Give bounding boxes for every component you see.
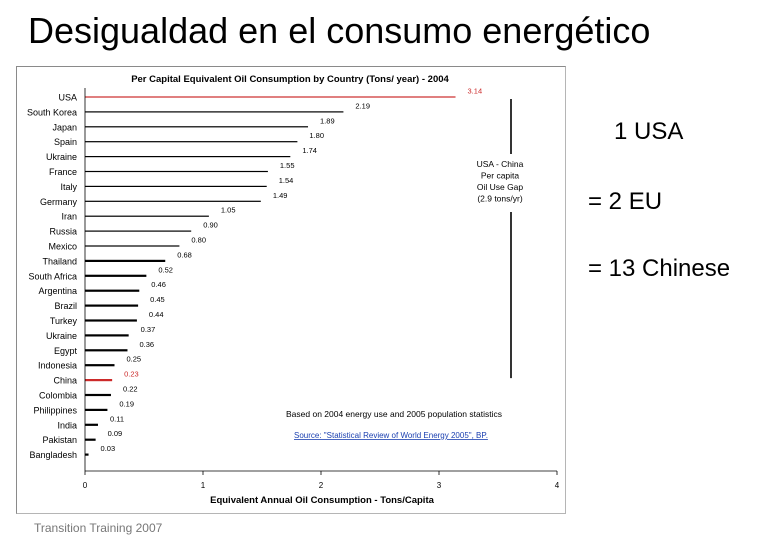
category-label-china-19: China bbox=[53, 376, 77, 386]
category-label-india-22: India bbox=[57, 420, 77, 430]
basis-note: Based on 2004 energy use and 2005 popula… bbox=[286, 409, 502, 419]
bar-thailand-11 bbox=[85, 259, 166, 262]
category-label-spain-3: Spain bbox=[54, 137, 77, 147]
category-label-japan-2: Japan bbox=[52, 122, 77, 132]
gap-label-line-4: (2.9 tons/yr) bbox=[477, 194, 523, 204]
x-axis-title: Equivalent Annual Oil Consumption - Tons… bbox=[210, 495, 434, 506]
value-label-italy-6: 1.54 bbox=[279, 176, 294, 185]
category-label-italy-6: Italy bbox=[60, 182, 77, 192]
value-label-colombia-20: 0.22 bbox=[123, 385, 138, 394]
category-label-ukraine-4: Ukraine bbox=[46, 152, 77, 162]
category-label-pakistan-23: Pakistan bbox=[42, 435, 77, 445]
category-label-russia-9: Russia bbox=[49, 227, 77, 237]
value-label-ukraine-4: 1.74 bbox=[302, 146, 317, 155]
bar-south-korea-1 bbox=[85, 111, 344, 113]
bar-ukraine-4 bbox=[85, 156, 291, 158]
x-tick-label-1: 1 bbox=[201, 481, 206, 490]
category-label-argentina-13: Argentina bbox=[38, 286, 77, 296]
category-label-egypt-17: Egypt bbox=[54, 346, 78, 356]
category-label-philippines-21: Philippines bbox=[33, 405, 77, 415]
side-note-usa: 1 USA bbox=[614, 118, 684, 145]
value-label-indonesia-18: 0.25 bbox=[127, 355, 142, 364]
x-tick-label-3: 3 bbox=[437, 481, 442, 490]
value-label-france-5: 1.55 bbox=[280, 161, 295, 170]
bar-mexico-10 bbox=[85, 245, 180, 247]
category-label-south-africa-12: South Africa bbox=[28, 271, 77, 281]
chart-title: Per Capital Equivalent Oil Consumption b… bbox=[131, 74, 449, 85]
bar-egypt-17 bbox=[85, 349, 128, 352]
value-label-russia-9: 0.90 bbox=[203, 221, 218, 230]
bar-germany-7 bbox=[85, 200, 261, 202]
footer-text: Transition Training 2007 bbox=[34, 521, 163, 535]
value-label-spain-3: 1.80 bbox=[309, 131, 324, 140]
value-label-india-22: 0.11 bbox=[110, 414, 124, 423]
bar-china-19 bbox=[85, 379, 113, 382]
x-axis: 0 1 2 3 4 bbox=[83, 88, 560, 490]
bar-bangladesh-24 bbox=[85, 453, 89, 456]
bar-france-5 bbox=[85, 170, 268, 173]
value-label-iran-8: 1.05 bbox=[221, 206, 236, 215]
category-label-france-5: France bbox=[49, 167, 77, 177]
category-label-germany-7: Germany bbox=[40, 197, 78, 207]
category-label-iran-8: Iran bbox=[61, 212, 77, 222]
value-label-mexico-10: 0.80 bbox=[191, 236, 206, 245]
category-label-ukraine-16: Ukraine bbox=[46, 331, 77, 341]
oil-consumption-bar-chart: Per Capital Equivalent Oil Consumption b… bbox=[27, 74, 560, 506]
bar-ukraine-16 bbox=[85, 334, 129, 337]
bar-japan-2 bbox=[85, 126, 309, 128]
bar-india-22 bbox=[85, 423, 98, 426]
gap-label-line-2: Per capita bbox=[481, 171, 520, 181]
bar-spain-3 bbox=[85, 141, 298, 143]
chart-frame bbox=[16, 66, 566, 514]
category-label-mexico-10: Mexico bbox=[48, 242, 77, 252]
value-label-thailand-11: 0.68 bbox=[177, 250, 192, 259]
bar-italy-6 bbox=[85, 185, 267, 187]
value-label-argentina-13: 0.46 bbox=[151, 280, 166, 289]
category-label-bangladesh-24: Bangladesh bbox=[29, 450, 77, 460]
bar-indonesia-18 bbox=[85, 364, 115, 367]
category-label-brazil-14: Brazil bbox=[54, 301, 77, 311]
category-label-south-korea-1: South Korea bbox=[27, 107, 77, 117]
source-note: Source: "Statistical Review of World Ene… bbox=[294, 431, 488, 440]
x-tick-label-2: 2 bbox=[319, 481, 324, 490]
bar-turkey-15 bbox=[85, 319, 137, 322]
bar-brazil-14 bbox=[85, 304, 139, 307]
bar-argentina-13 bbox=[85, 289, 140, 292]
value-label-brazil-14: 0.45 bbox=[150, 295, 165, 304]
bar-russia-9 bbox=[85, 230, 192, 232]
value-label-philippines-21: 0.19 bbox=[119, 399, 134, 408]
x-tick-label-0: 0 bbox=[83, 481, 88, 490]
category-label-colombia-20: Colombia bbox=[39, 391, 77, 401]
category-label-usa-0: USA bbox=[58, 93, 77, 103]
value-label-south-korea-1: 2.19 bbox=[355, 101, 370, 110]
bar-pakistan-23 bbox=[85, 438, 96, 441]
side-note-chinese: = 13 Chinese bbox=[588, 255, 731, 282]
value-label-germany-7: 1.49 bbox=[273, 191, 288, 200]
category-label-thailand-11: Thailand bbox=[42, 256, 77, 266]
bar-philippines-21 bbox=[85, 408, 108, 411]
value-label-south-africa-12: 0.52 bbox=[158, 265, 173, 274]
bars-layer: USA 3.14 South Korea 2.19 Japan 1.89 Spain 1.80… bbox=[27, 87, 482, 461]
gap-label-line-1: USA - China bbox=[477, 159, 524, 169]
value-label-japan-2: 1.89 bbox=[320, 116, 335, 125]
bar-colombia-20 bbox=[85, 393, 111, 397]
value-label-china-19: 0.23 bbox=[124, 370, 139, 379]
bar-usa-0 bbox=[85, 96, 456, 98]
slide-title: Desigualdad en el consumo energético bbox=[28, 10, 651, 51]
side-note-eu: = 2 EU bbox=[588, 188, 663, 215]
gap-label-line-3: Oil Use Gap bbox=[477, 182, 524, 192]
x-tick-label-4: 4 bbox=[555, 481, 560, 490]
value-label-usa-0: 3.14 bbox=[468, 87, 483, 96]
value-label-pakistan-23: 0.09 bbox=[108, 429, 123, 438]
category-label-turkey-15: Turkey bbox=[50, 316, 78, 326]
value-label-ukraine-16: 0.37 bbox=[141, 325, 156, 334]
value-label-bangladesh-24: 0.03 bbox=[101, 444, 116, 453]
category-label-indonesia-18: Indonesia bbox=[38, 361, 77, 371]
value-label-egypt-17: 0.36 bbox=[139, 340, 154, 349]
bar-iran-8 bbox=[85, 215, 209, 217]
bar-south-africa-12 bbox=[85, 274, 147, 277]
value-label-turkey-15: 0.44 bbox=[149, 310, 164, 319]
